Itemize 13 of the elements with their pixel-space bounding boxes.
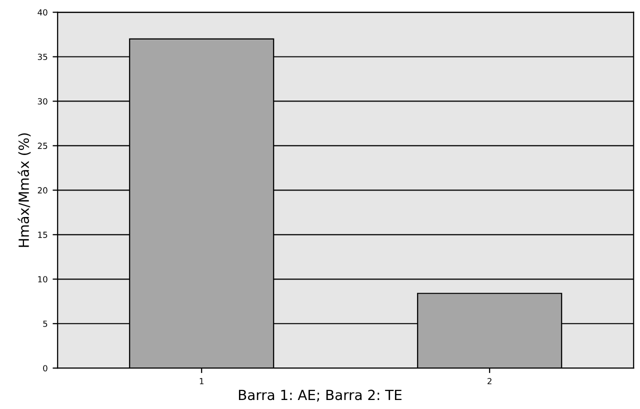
x-axis-title: Barra 1: AE; Barra 2: TE [238,390,402,402]
x-tick-label: 2 [488,378,492,384]
y-tick-label: 40 [38,9,48,16]
y-tick-label: 25 [38,142,48,149]
y-tick-label: 20 [38,187,48,194]
x-tick-label: 1 [200,378,204,384]
y-tick-label: 5 [43,320,48,327]
y-tick-label: 15 [38,232,48,238]
y-tick-label: 0 [43,365,48,372]
y-tick-label: 30 [38,98,48,105]
y-axis-title: Hmáx/Mmáx (%) [18,133,31,247]
y-tick-label: 10 [38,276,48,282]
y-tick-label: 35 [38,54,48,60]
